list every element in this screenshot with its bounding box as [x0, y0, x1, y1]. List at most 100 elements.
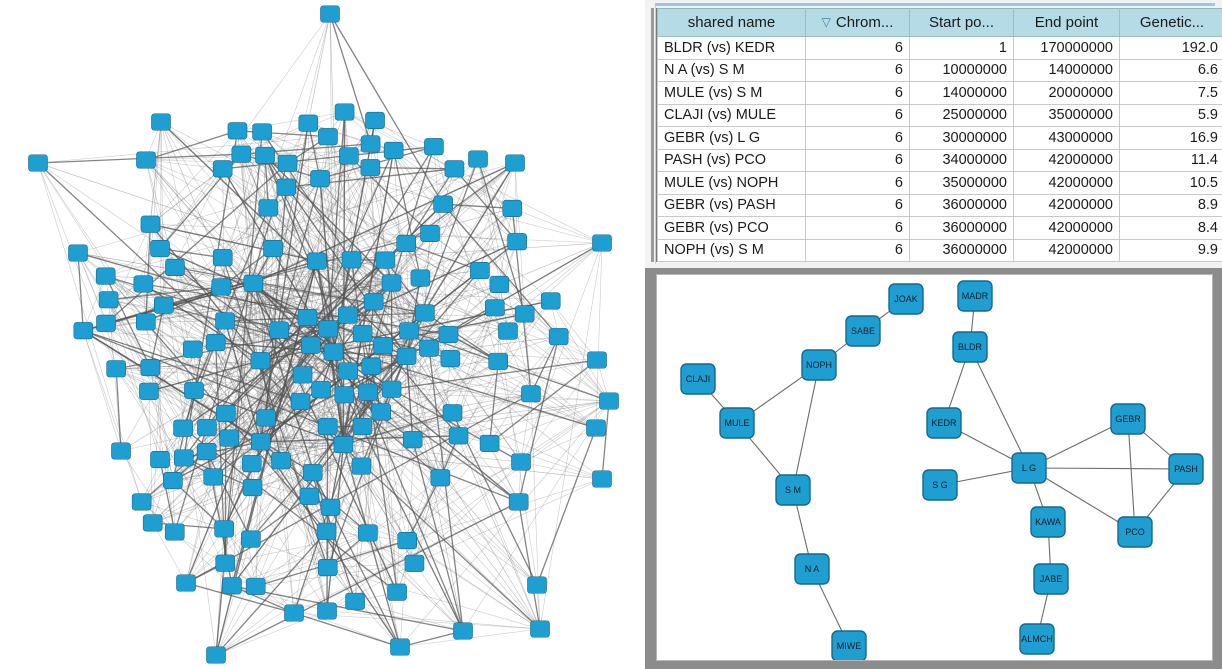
cell-genetic[interactable]: 8.4	[1119, 216, 1222, 240]
hairball-node[interactable]	[484, 299, 505, 317]
column-header-start-point[interactable]: Start po...	[909, 8, 1014, 37]
hairball-node[interactable]	[508, 493, 529, 511]
cell-genetic[interactable]: 7.5	[1119, 81, 1222, 105]
table-row[interactable]: MULE (vs) S M 6 14000000 20000000 7.5	[657, 81, 1222, 105]
hairball-node[interactable]	[136, 151, 156, 169]
hairball-node[interactable]	[381, 274, 402, 292]
hairball-node[interactable]	[339, 147, 359, 165]
hairball-node[interactable]	[231, 145, 252, 163]
cell-end-point[interactable]: 35000000	[1013, 103, 1120, 127]
hairball-node[interactable]	[396, 234, 417, 253]
edge-table[interactable]: shared name ▽ Chrom... Start po... End po…	[657, 8, 1222, 262]
hairball-node[interactable]	[317, 559, 338, 577]
subnetwork-panel[interactable]: CLAJI MULE NOPH SABE JOAK S M N A MIWE MADR BLDR K…	[645, 268, 1222, 669]
table-row[interactable]: GEBR (vs) PCO 6 36000000 42000000 8.4	[657, 216, 1222, 240]
hairball-node[interactable]	[383, 141, 404, 159]
full-network-view[interactable]	[0, 0, 645, 669]
cell-chromosome[interactable]: 6	[805, 216, 910, 240]
hairball-node[interactable]	[334, 386, 355, 404]
cell-genetic[interactable]: 8.9	[1119, 193, 1222, 217]
hairball-node[interactable]	[363, 293, 384, 311]
subnetwork-node[interactable]: PCO	[1117, 516, 1153, 548]
cell-start-point[interactable]: 10000000	[909, 58, 1014, 82]
hairball-node[interactable]	[360, 135, 381, 153]
hairball-node[interactable]	[444, 160, 465, 178]
hairball-node[interactable]	[402, 431, 423, 449]
hairball-node[interactable]	[507, 233, 527, 251]
subnetwork-node[interactable]: CLAJI	[680, 363, 716, 395]
subnetwork-node[interactable]: ALMCH	[1019, 623, 1055, 655]
cell-chromosome[interactable]: 6	[805, 148, 910, 172]
hairball-node[interactable]	[505, 154, 525, 172]
hairball-node[interactable]	[292, 366, 313, 384]
hairball-node[interactable]	[320, 5, 340, 23]
hairball-node[interactable]	[592, 470, 612, 488]
hairball-node[interactable]	[540, 292, 561, 310]
hairball-node[interactable]	[153, 296, 174, 314]
hairball-node[interactable]	[470, 262, 490, 280]
hairball-node[interactable]	[351, 457, 372, 475]
hairball-node[interactable]	[301, 336, 321, 354]
hairball-node[interactable]	[227, 122, 248, 140]
hairball-node[interactable]	[206, 646, 226, 664]
hairball-node[interactable]	[151, 113, 171, 131]
hairball-node[interactable]	[142, 514, 163, 532]
subnetwork-node[interactable]: KEDR	[926, 407, 962, 439]
cell-end-point[interactable]: 42000000	[1013, 171, 1120, 195]
column-header-genetic[interactable]: Genetic...	[1119, 8, 1222, 37]
cell-chromosome[interactable]: 6	[805, 238, 910, 262]
hairball-node[interactable]	[73, 322, 94, 340]
hairball-node[interactable]	[548, 328, 569, 346]
hairball-node[interactable]	[277, 154, 298, 172]
cell-shared-name[interactable]: MULE (vs) NOPH	[657, 171, 806, 195]
cell-start-point[interactable]: 14000000	[909, 81, 1014, 105]
hairball-node[interactable]	[521, 385, 541, 403]
hairball-node[interactable]	[390, 638, 410, 656]
hairball-node[interactable]	[211, 278, 232, 296]
cell-genetic[interactable]: 10.5	[1119, 171, 1222, 195]
hairball-node[interactable]	[337, 306, 358, 324]
hairball-node[interactable]	[488, 352, 509, 370]
hairball-node[interactable]	[317, 602, 337, 620]
cell-genetic[interactable]: 9.9	[1119, 238, 1222, 262]
hairball-node[interactable]	[243, 274, 264, 292]
cell-chromosome[interactable]: 6	[805, 193, 910, 217]
hairball-node[interactable]	[212, 249, 233, 267]
column-header-chromosome[interactable]: ▽ Chrom...	[805, 8, 910, 37]
hairball-node[interactable]	[163, 472, 183, 490]
hairball-node[interactable]	[489, 275, 510, 294]
hairball-node[interactable]	[440, 350, 461, 368]
hairball-node[interactable]	[333, 435, 354, 454]
hairball-node[interactable]	[316, 522, 337, 540]
hairball-node[interactable]	[592, 234, 612, 252]
subnetwork-node[interactable]: SABE	[845, 315, 881, 347]
cell-start-point[interactable]: 25000000	[909, 103, 1014, 127]
hairball-node[interactable]	[375, 251, 396, 269]
subnetwork-node[interactable]: KAWA	[1030, 506, 1066, 538]
table-row[interactable]: PASH (vs) PCO 6 34000000 42000000 11.4	[657, 148, 1222, 172]
hairball-node[interactable]	[150, 240, 170, 258]
hairball-node[interactable]	[182, 340, 203, 358]
hairball-node[interactable]	[139, 382, 159, 400]
hairball-node[interactable]	[215, 554, 236, 572]
subnetwork-node[interactable]: JOAK	[888, 283, 924, 315]
table-row[interactable]: MULE (vs) NOPH 6 35000000 42000000 10.5	[657, 171, 1222, 195]
table-row[interactable]: N A (vs) S M 6 10000000 14000000 6.6	[657, 58, 1222, 82]
column-header-end-point[interactable]: End point	[1013, 8, 1120, 37]
hairball-node[interactable]	[245, 577, 266, 595]
hairball-node[interactable]	[341, 251, 362, 269]
hairball-node[interactable]	[184, 381, 204, 399]
cell-start-point[interactable]: 36000000	[909, 238, 1014, 262]
hairball-node[interactable]	[205, 334, 226, 352]
hairball-node[interactable]	[212, 160, 233, 178]
hairball-node[interactable]	[399, 322, 419, 340]
hairball-node[interactable]	[68, 244, 88, 262]
hairball-node[interactable]	[269, 321, 290, 339]
subnetwork-node[interactable]: PASH	[1168, 453, 1204, 485]
hairball-node[interactable]	[164, 523, 185, 541]
hairball-node[interactable]	[371, 403, 392, 421]
cell-shared-name[interactable]: NOPH (vs) S M	[657, 238, 806, 262]
subnetwork-node[interactable]: L G	[1011, 452, 1047, 484]
subnetwork-node[interactable]: MADR	[957, 280, 993, 312]
hairball-canvas[interactable]	[0, 0, 645, 669]
